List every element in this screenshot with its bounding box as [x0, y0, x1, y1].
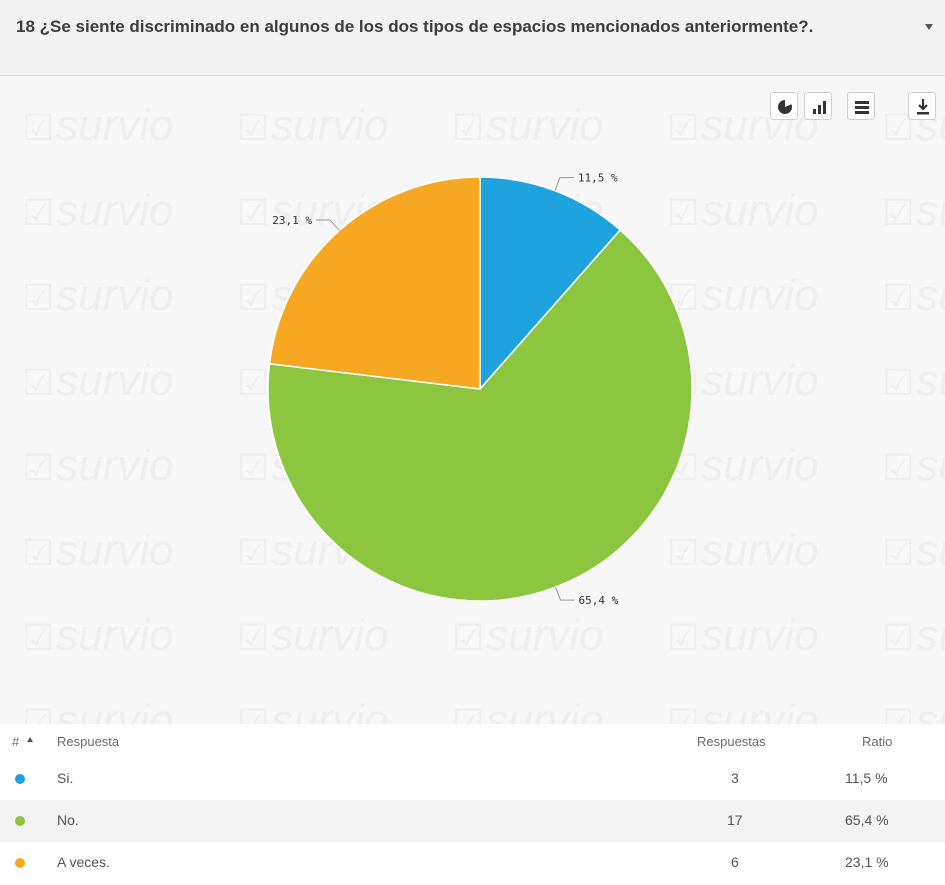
legend-dot — [15, 774, 25, 784]
watermark-logo: ☑survio — [882, 356, 945, 405]
sort-ascending-icon[interactable] — [27, 737, 33, 742]
question-header[interactable]: 18 ¿Se siente discriminado en algunos de… — [0, 0, 945, 76]
watermark-logo: ☑survio — [667, 611, 819, 660]
watermark-logo: ☑survio — [22, 526, 174, 575]
watermark-logo: ☑survio — [882, 526, 945, 575]
table-row: A veces. 6 23,1 % — [0, 842, 945, 884]
watermark-logo: ☑survio — [22, 441, 174, 490]
answer-cell: No. — [57, 812, 79, 828]
download-icon — [917, 99, 929, 115]
watermark-logo: ☑survio — [667, 186, 819, 235]
results-table: # Respuesta Respuestas Ratio Si. 3 11,5 … — [0, 724, 945, 885]
watermark-logo: ☑survio — [237, 696, 389, 725]
question-title: 18 ¿Se siente discriminado en algunos de… — [16, 17, 814, 36]
watermark-logo: ☑survio — [22, 271, 174, 320]
table-view-icon — [855, 101, 869, 114]
watermark-logo: ☑survio — [882, 696, 945, 725]
table-header: # Respuesta Respuestas Ratio — [0, 724, 945, 758]
chart-area: ☑survio ☑survio ☑survio ☑survio ☑survio ☑surv… — [0, 76, 945, 724]
count-cell: 3 — [731, 770, 739, 786]
watermark-logo: ☑survio — [882, 441, 945, 490]
ratio-header: Ratio — [862, 734, 893, 749]
pie-slice-3[interactable] — [268, 176, 481, 390]
answer-header: Respuesta — [57, 734, 120, 749]
responses-header: Respuestas — [697, 734, 766, 749]
table-view-button[interactable] — [847, 92, 875, 120]
watermark-logo: ☑survio — [882, 186, 945, 235]
pie-slice-2[interactable] — [267, 228, 693, 602]
data-label: 23,1 % — [272, 214, 312, 227]
label-connector — [316, 219, 340, 231]
data-label: 11,5 % — [578, 172, 618, 185]
watermark-logo: ☑survio — [22, 356, 174, 405]
ratio-cell: 23,1 % — [845, 854, 889, 870]
ratio-cell: 11,5 % — [845, 770, 888, 786]
answer-cell: Si. — [57, 770, 74, 786]
watermark-logo: ☑survio — [882, 271, 945, 320]
legend-dot — [15, 858, 25, 868]
legend-dot — [15, 816, 25, 826]
count-cell: 6 — [731, 854, 739, 870]
pie-chart: 11,5 % 65,4 % 23,1 % — [267, 172, 693, 607]
watermark-logo: ☑survio — [237, 186, 389, 235]
count-cell: 17 — [727, 812, 743, 828]
bar-chart-icon — [813, 101, 826, 114]
watermark-logo: ☑survio — [22, 611, 174, 660]
ratio-cell: 65,4 % — [845, 812, 889, 828]
watermark-logo: ☑survio — [667, 101, 819, 150]
download-button[interactable] — [908, 92, 936, 120]
watermark-logo: ☑survio — [452, 696, 604, 725]
bar-chart-button[interactable] — [804, 92, 832, 120]
watermark-logo: ☑survio — [667, 696, 819, 725]
pie-slice-1[interactable] — [479, 176, 622, 391]
watermark-logo: ☑survio — [237, 611, 389, 660]
label-connector — [555, 586, 575, 601]
watermark-logo: ☑survio — [667, 526, 819, 575]
pie-chart-icon — [778, 99, 792, 114]
watermark-logo: ☑survio — [882, 611, 945, 660]
watermark-logo: ☑survio — [667, 271, 819, 320]
chevron-down-icon[interactable] — [925, 24, 933, 30]
watermark-logo: ☑survio — [22, 696, 174, 725]
watermark-logo: ☑survio — [22, 186, 174, 235]
table-row: Si. 3 11,5 % — [0, 758, 945, 800]
watermark-logo: ☑survio — [452, 611, 604, 660]
table-row: No. 17 65,4 % — [0, 800, 945, 842]
watermark-logo: ☑survio — [22, 101, 174, 150]
pie-chart-button[interactable] — [770, 92, 798, 120]
watermark-logo: ☑survio — [237, 101, 389, 150]
data-label: 65,4 % — [579, 594, 619, 607]
watermark-logo: ☑survio — [452, 101, 604, 150]
index-header[interactable]: # — [12, 734, 20, 749]
answer-cell: A veces. — [57, 854, 110, 870]
label-connector — [554, 177, 574, 191]
